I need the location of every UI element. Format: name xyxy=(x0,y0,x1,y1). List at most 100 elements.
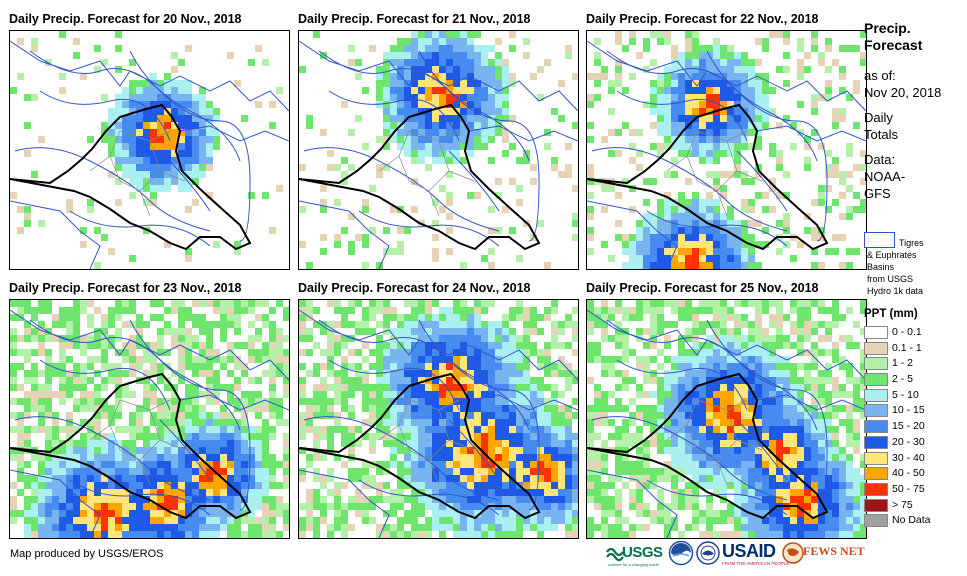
precip-cell xyxy=(713,66,720,73)
precip-cell xyxy=(467,349,474,356)
precip-cell xyxy=(171,433,178,440)
precip-cell xyxy=(846,517,853,524)
precip-cell xyxy=(404,101,411,108)
precip-cell xyxy=(411,468,418,475)
precip-cell xyxy=(439,517,446,524)
region-outline xyxy=(299,40,578,112)
precip-cell xyxy=(727,370,734,377)
precip-cell xyxy=(685,234,692,241)
precip-cell xyxy=(832,300,839,307)
precip-cell xyxy=(523,321,530,328)
precip-cell xyxy=(376,468,383,475)
precip-cell xyxy=(122,122,129,129)
precip-cell xyxy=(720,461,727,468)
precip-cell xyxy=(390,524,397,531)
precip-cell xyxy=(129,164,136,171)
precip-cell xyxy=(671,87,678,94)
precip-cell xyxy=(262,496,269,503)
precip-cell xyxy=(276,370,283,377)
precip-cell xyxy=(234,496,241,503)
precip-cell xyxy=(685,468,692,475)
precip-cell xyxy=(713,178,720,185)
precip-cell xyxy=(122,510,129,517)
precip-cell xyxy=(699,101,706,108)
precip-cell xyxy=(341,314,348,321)
precip-cell xyxy=(664,213,671,220)
precip-cell xyxy=(797,45,804,52)
precip-cell xyxy=(241,531,248,538)
precip-cell xyxy=(45,510,52,517)
precip-cell xyxy=(453,115,460,122)
precip-cell xyxy=(776,335,783,342)
precip-cell xyxy=(685,66,692,73)
precip-cell xyxy=(108,405,115,412)
precip-cell xyxy=(797,510,804,517)
precip-cell xyxy=(762,206,769,213)
precip-cell xyxy=(734,356,741,363)
precip-cell xyxy=(537,384,544,391)
precip-cell xyxy=(24,433,31,440)
precip-cell xyxy=(383,227,390,234)
precip-cell xyxy=(383,143,390,150)
precip-cell xyxy=(544,356,551,363)
precip-cell xyxy=(122,482,129,489)
precip-cell xyxy=(334,321,341,328)
precip-cell xyxy=(404,321,411,328)
precip-cell xyxy=(227,419,234,426)
precip-cell xyxy=(678,503,685,510)
precip-cell xyxy=(383,59,390,66)
precip-cell xyxy=(741,517,748,524)
precip-cell xyxy=(797,241,804,248)
precip-cell xyxy=(818,52,825,59)
precip-cell xyxy=(734,461,741,468)
country-border xyxy=(299,372,541,520)
precip-cell xyxy=(502,461,509,468)
precip-cell xyxy=(741,426,748,433)
precip-cell xyxy=(213,454,220,461)
precip-cell xyxy=(199,171,206,178)
precip-cell xyxy=(24,206,31,213)
precip-cell xyxy=(418,307,425,314)
precip-cell xyxy=(192,510,199,517)
precip-cell xyxy=(502,363,509,370)
precip-cell xyxy=(467,384,474,391)
precip-cell xyxy=(706,234,713,241)
precip-cell xyxy=(31,314,38,321)
precip-cell xyxy=(269,307,276,314)
precip-cell xyxy=(734,80,741,87)
precip-cell xyxy=(671,370,678,377)
precip-cell xyxy=(171,94,178,101)
precip-cell xyxy=(748,101,755,108)
precip-cell xyxy=(650,241,657,248)
precip-cell xyxy=(45,426,52,433)
precip-cell xyxy=(94,391,101,398)
precip-cell xyxy=(706,342,713,349)
precip-cell xyxy=(565,524,572,531)
precip-cell xyxy=(797,531,804,538)
precip-cell xyxy=(383,307,390,314)
precip-cell xyxy=(234,510,241,517)
precip-cell xyxy=(636,314,643,321)
precip-cell xyxy=(594,496,601,503)
precip-cell xyxy=(467,482,474,489)
precip-cell xyxy=(369,398,376,405)
precip-cell xyxy=(24,377,31,384)
precip-cell xyxy=(587,122,594,129)
precip-cell xyxy=(234,440,241,447)
precip-cell xyxy=(425,461,432,468)
precip-cell xyxy=(227,475,234,482)
precip-cell xyxy=(397,461,404,468)
precip-cell xyxy=(783,342,790,349)
precip-cell xyxy=(783,412,790,419)
precip-cell xyxy=(741,356,748,363)
precip-cell xyxy=(136,314,143,321)
country-border xyxy=(10,103,252,251)
precip-cell xyxy=(474,192,481,199)
precip-cell xyxy=(80,398,87,405)
precip-cell xyxy=(664,94,671,101)
precip-cell xyxy=(192,143,199,150)
precip-cell xyxy=(748,206,755,213)
precip-cell xyxy=(355,73,362,80)
precip-cell xyxy=(657,314,664,321)
precip-cell xyxy=(481,129,488,136)
